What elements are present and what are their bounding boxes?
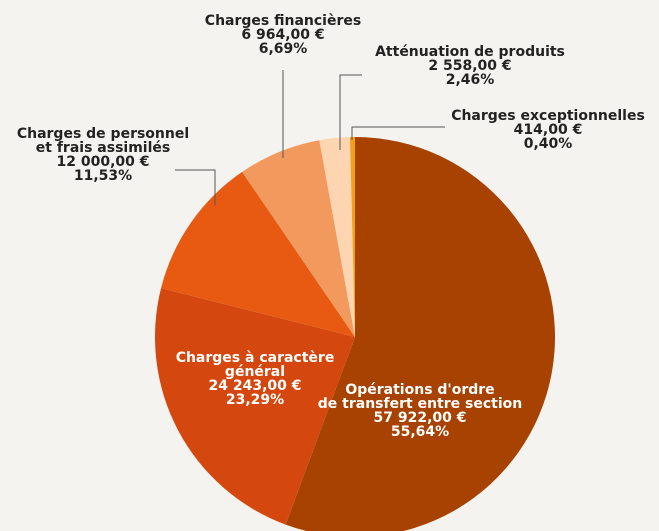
- percentage-label: 2,46%: [446, 72, 495, 88]
- pie-slice: [155, 288, 355, 525]
- pie-slice: [319, 137, 355, 337]
- slice-name: Charges à caractère: [176, 350, 335, 366]
- value-label: 414,00 €: [514, 122, 583, 138]
- percentage-label: 11,53%: [74, 168, 132, 184]
- slice-name: et frais assimilés: [36, 140, 170, 156]
- slice-name: Charges financières: [205, 13, 361, 29]
- pie-slice: [285, 137, 555, 531]
- slice-name: Charges exceptionnelles: [451, 108, 645, 124]
- leader-line: [339, 74, 362, 150]
- pie-slice: [350, 137, 355, 337]
- value-label: 12 000,00 €: [57, 154, 150, 170]
- percentage-label: 6,69%: [259, 41, 308, 57]
- leader-line: [351, 126, 445, 140]
- pie-slice: [242, 140, 355, 337]
- percentage-label: 0,40%: [524, 136, 573, 152]
- slice-name: Atténuation de produits: [375, 44, 565, 60]
- slice-name: général: [225, 364, 285, 380]
- slice-name: Charges de personnel: [17, 126, 189, 142]
- value-label: 24 243,00 €: [209, 378, 302, 394]
- leader-line: [175, 169, 216, 205]
- value-label: 57 922,00 €: [374, 410, 467, 426]
- percentage-label: 55,64%: [391, 424, 449, 440]
- pie-slice: [161, 171, 355, 337]
- value-label: 2 558,00 €: [428, 58, 511, 74]
- slice-name: Opérations d'ordre: [345, 382, 494, 398]
- value-label: 6 964,00 €: [241, 27, 324, 43]
- slice-name: de transfert entre section: [318, 396, 522, 412]
- percentage-label: 23,29%: [226, 392, 284, 408]
